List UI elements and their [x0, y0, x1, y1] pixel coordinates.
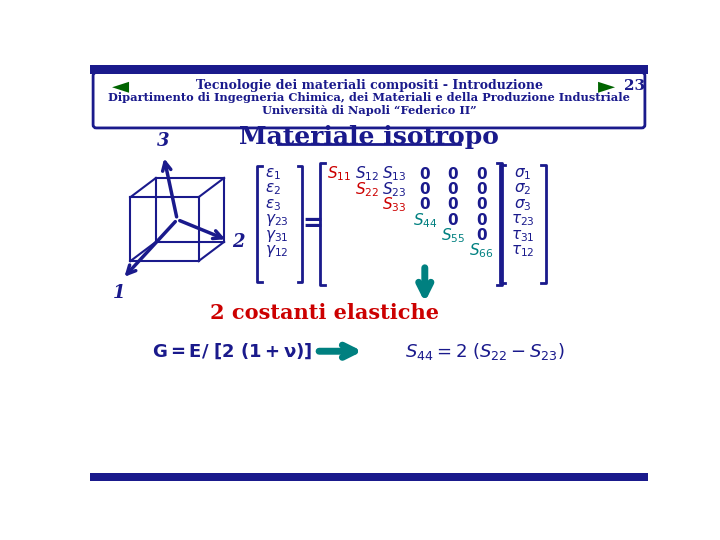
- Text: $S_{44} = 2\ (S_{22} - S_{23})$: $S_{44} = 2\ (S_{22} - S_{23})$: [405, 341, 565, 362]
- Text: $\varepsilon_3$: $\varepsilon_3$: [265, 197, 282, 213]
- Text: $S_{22}$: $S_{22}$: [356, 180, 379, 199]
- Text: 0: 0: [420, 167, 430, 181]
- Text: $S_{12}$: $S_{12}$: [356, 165, 379, 184]
- Text: Tecnologie dei materiali compositi - Introduzione: Tecnologie dei materiali compositi - Int…: [196, 79, 542, 92]
- Text: $S_{55}$: $S_{55}$: [441, 226, 465, 245]
- Text: $\gamma_{31}$: $\gamma_{31}$: [265, 228, 289, 244]
- Text: $\mathbf{G = E/\ [2\ (1 + \nu)]}$: $\mathbf{G = E/\ [2\ (1 + \nu)]}$: [152, 341, 312, 361]
- Text: =: =: [302, 212, 323, 236]
- Bar: [102, 74, 139, 99]
- Text: ►: ►: [598, 76, 616, 96]
- Text: $\varepsilon_1$: $\varepsilon_1$: [265, 166, 281, 182]
- Text: 23: 23: [624, 79, 645, 92]
- Text: $S_{23}$: $S_{23}$: [382, 180, 407, 199]
- Text: $\tau_{12}$: $\tau_{12}$: [510, 244, 534, 259]
- Text: $S_{44}$: $S_{44}$: [413, 211, 437, 230]
- Text: 0: 0: [476, 228, 487, 243]
- Text: $S_{13}$: $S_{13}$: [382, 165, 407, 184]
- Text: $\tau_{23}$: $\tau_{23}$: [510, 212, 534, 228]
- Bar: [90, 65, 648, 74]
- Text: $\tau_{31}$: $\tau_{31}$: [510, 228, 534, 244]
- Text: 0: 0: [447, 167, 458, 181]
- Text: Dipartimento di Ingegneria Chimica, dei Materiali e della Produzione Industriale: Dipartimento di Ingegneria Chimica, dei …: [108, 92, 630, 103]
- Text: Materiale isotropo: Materiale isotropo: [239, 125, 499, 149]
- Text: 2: 2: [232, 233, 244, 251]
- Text: 0: 0: [476, 167, 487, 181]
- Text: ◄: ◄: [112, 76, 129, 96]
- Text: $\sigma_2$: $\sigma_2$: [514, 181, 531, 198]
- Text: $\varepsilon_2$: $\varepsilon_2$: [265, 181, 281, 198]
- Text: $\gamma_{12}$: $\gamma_{12}$: [265, 243, 289, 259]
- Text: $S_{66}$: $S_{66}$: [469, 242, 494, 260]
- Text: 0: 0: [447, 198, 458, 212]
- Text: 1: 1: [113, 284, 126, 302]
- Text: $\sigma_3$: $\sigma_3$: [513, 197, 531, 213]
- Text: Università di Napoli “Federico II”: Università di Napoli “Federico II”: [261, 105, 477, 117]
- Text: 0: 0: [420, 198, 430, 212]
- Bar: [588, 74, 626, 99]
- Text: 0: 0: [476, 213, 487, 228]
- FancyBboxPatch shape: [93, 72, 645, 128]
- Text: 3: 3: [158, 132, 170, 150]
- Text: 2 costanti elastiche: 2 costanti elastiche: [210, 303, 439, 323]
- Text: $S_{33}$: $S_{33}$: [382, 195, 407, 214]
- Text: 0: 0: [420, 182, 430, 197]
- Text: 0: 0: [447, 213, 458, 228]
- Text: $\sigma_1$: $\sigma_1$: [514, 166, 531, 182]
- Text: 0: 0: [447, 182, 458, 197]
- Text: $S_{11}$: $S_{11}$: [328, 165, 351, 184]
- Bar: [90, 473, 648, 481]
- Text: 0: 0: [476, 198, 487, 212]
- Text: 0: 0: [476, 182, 487, 197]
- Text: $\gamma_{23}$: $\gamma_{23}$: [265, 212, 289, 228]
